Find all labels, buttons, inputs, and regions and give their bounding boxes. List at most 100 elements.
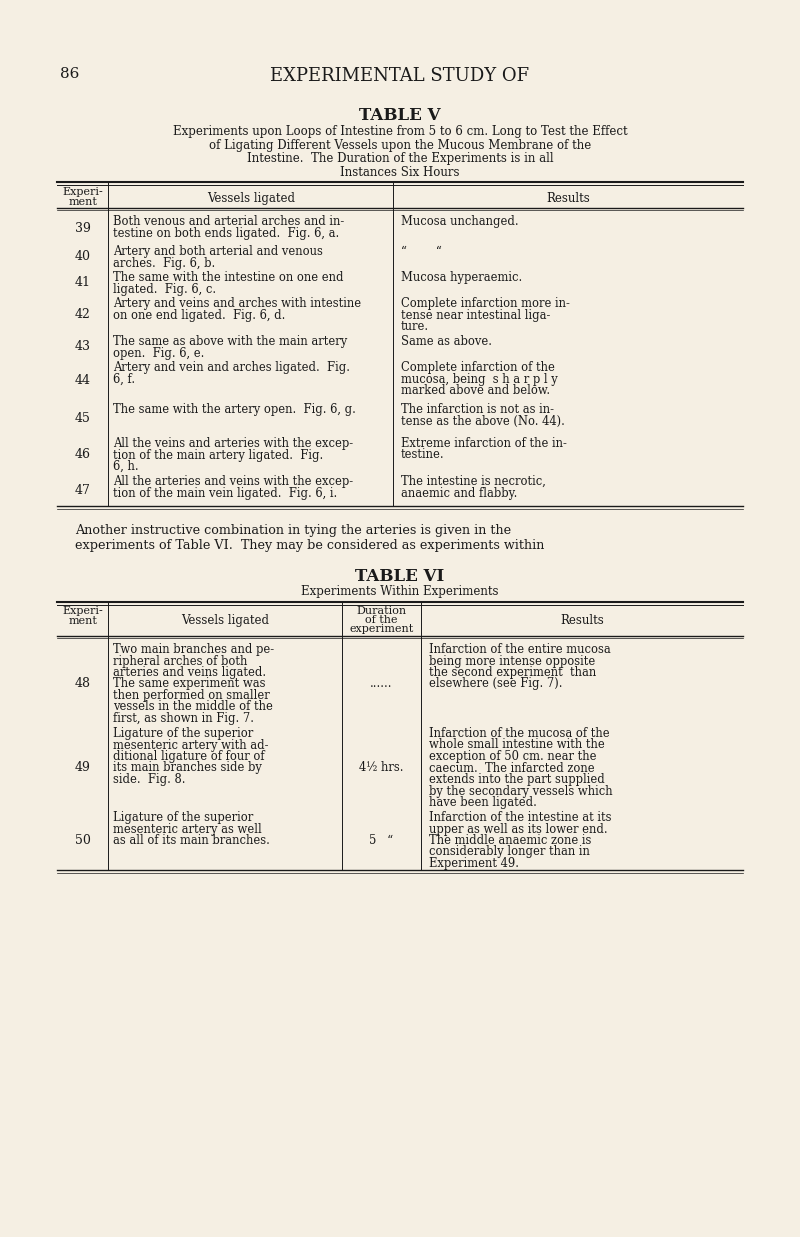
Text: have been ligated.: have been ligated.: [429, 795, 537, 809]
Text: Infarction of the mucosa of the: Infarction of the mucosa of the: [429, 727, 610, 740]
Text: 4½ hrs.: 4½ hrs.: [359, 761, 403, 774]
Text: The middle anaemic zone is: The middle anaemic zone is: [429, 834, 591, 847]
Text: its main branches side by: its main branches side by: [114, 762, 262, 774]
Text: The infarction is not as in-: The infarction is not as in-: [401, 403, 554, 416]
Text: ditional ligature of four of: ditional ligature of four of: [114, 750, 265, 763]
Text: Extreme infarction of the in-: Extreme infarction of the in-: [401, 437, 567, 450]
Text: 49: 49: [74, 761, 90, 774]
Text: Duration: Duration: [356, 606, 406, 616]
Text: 45: 45: [74, 412, 90, 426]
Text: ripheral arches of both: ripheral arches of both: [114, 654, 248, 668]
Text: Complete infarction of the: Complete infarction of the: [401, 361, 555, 374]
Text: ......: ......: [370, 677, 392, 690]
Text: Intestine.  The Duration of the Experiments is in all: Intestine. The Duration of the Experimen…: [246, 152, 554, 165]
Text: of Ligating Different Vessels upon the Mucous Membrane of the: of Ligating Different Vessels upon the M…: [209, 139, 591, 151]
Text: Vessels ligated: Vessels ligated: [206, 192, 294, 205]
Text: by the secondary vessels which: by the secondary vessels which: [429, 784, 612, 798]
Text: TABLE VI: TABLE VI: [355, 568, 445, 585]
Text: Mucosa hyperaemic.: Mucosa hyperaemic.: [401, 271, 522, 285]
Text: 39: 39: [74, 221, 90, 235]
Text: Artery and vein and arches ligated.  Fig.: Artery and vein and arches ligated. Fig.: [114, 361, 350, 374]
Text: 44: 44: [74, 374, 90, 387]
Text: marked above and below.: marked above and below.: [401, 383, 550, 397]
Text: whole small intestine with the: whole small intestine with the: [429, 738, 604, 752]
Text: being more intense opposite: being more intense opposite: [429, 654, 595, 668]
Text: “        “: “ “: [401, 245, 442, 259]
Text: Infarction of the intestine at its: Infarction of the intestine at its: [429, 811, 611, 824]
Text: 86: 86: [60, 67, 79, 80]
Text: Results: Results: [560, 614, 604, 627]
Text: The same with the artery open.  Fig. 6, g.: The same with the artery open. Fig. 6, g…: [114, 403, 356, 416]
Text: Ligature of the superior: Ligature of the superior: [114, 811, 254, 824]
Text: TABLE V: TABLE V: [359, 106, 441, 124]
Text: experiments of Table VI.  They may be considered as experiments within: experiments of Table VI. They may be con…: [75, 539, 544, 552]
Text: testine on both ends ligated.  Fig. 6, a.: testine on both ends ligated. Fig. 6, a.: [114, 226, 340, 240]
Text: 6, f.: 6, f.: [114, 372, 135, 386]
Text: Two main branches and pe-: Two main branches and pe-: [114, 643, 274, 656]
Text: The same experiment was: The same experiment was: [114, 678, 266, 690]
Text: Artery and veins and arches with intestine: Artery and veins and arches with intesti…: [114, 297, 362, 310]
Text: 6, h.: 6, h.: [114, 460, 139, 473]
Text: tion of the main vein ligated.  Fig. 6, i.: tion of the main vein ligated. Fig. 6, i…: [114, 486, 338, 500]
Text: Complete infarction more in-: Complete infarction more in-: [401, 297, 570, 310]
Text: 5   “: 5 “: [369, 834, 393, 847]
Text: 40: 40: [74, 250, 90, 263]
Text: 43: 43: [74, 340, 90, 353]
Text: Both venous and arterial arches and in-: Both venous and arterial arches and in-: [114, 215, 345, 228]
Text: 48: 48: [74, 677, 90, 690]
Text: 42: 42: [74, 308, 90, 320]
Text: 47: 47: [74, 484, 90, 497]
Text: 46: 46: [74, 448, 90, 461]
Text: The intestine is necrotic,: The intestine is necrotic,: [401, 475, 546, 489]
Text: as all of its main branches.: as all of its main branches.: [114, 834, 270, 847]
Text: tense as the above (No. 44).: tense as the above (No. 44).: [401, 414, 565, 428]
Text: tion of the main artery ligated.  Fig.: tion of the main artery ligated. Fig.: [114, 449, 324, 461]
Text: Mucosa unchanged.: Mucosa unchanged.: [401, 215, 518, 228]
Text: the second experiment  than: the second experiment than: [429, 666, 596, 679]
Text: anaemic and flabby.: anaemic and flabby.: [401, 486, 518, 500]
Text: All the arteries and veins with the excep-: All the arteries and veins with the exce…: [114, 475, 354, 489]
Text: 50: 50: [74, 834, 90, 847]
Text: arches.  Fig. 6, b.: arches. Fig. 6, b.: [114, 256, 216, 270]
Text: The same as above with the main artery: The same as above with the main artery: [114, 335, 348, 348]
Text: tense near intestinal liga-: tense near intestinal liga-: [401, 308, 550, 322]
Text: ment: ment: [68, 197, 97, 207]
Text: on one end ligated.  Fig. 6, d.: on one end ligated. Fig. 6, d.: [114, 308, 286, 322]
Text: 41: 41: [74, 276, 90, 289]
Text: extends into the part supplied: extends into the part supplied: [429, 773, 604, 785]
Text: mesenteric artery as well: mesenteric artery as well: [114, 823, 262, 835]
Text: vessels in the middle of the: vessels in the middle of the: [114, 700, 274, 714]
Text: All the veins and arteries with the excep-: All the veins and arteries with the exce…: [114, 437, 354, 450]
Text: testine.: testine.: [401, 449, 445, 461]
Text: open.  Fig. 6, e.: open. Fig. 6, e.: [114, 346, 205, 360]
Text: Experiments Within Experiments: Experiments Within Experiments: [302, 585, 498, 597]
Text: elsewhere (see Fig. 7).: elsewhere (see Fig. 7).: [429, 678, 562, 690]
Text: exception of 50 cm. near the: exception of 50 cm. near the: [429, 750, 596, 763]
Text: Experi-: Experi-: [62, 187, 103, 197]
Text: Vessels ligated: Vessels ligated: [181, 614, 269, 627]
Text: Experiments upon Loops of Intestine from 5 to 6 cm. Long to Test the Effect: Experiments upon Loops of Intestine from…: [173, 125, 627, 139]
Text: Results: Results: [546, 192, 590, 205]
Text: then performed on smaller: then performed on smaller: [114, 689, 270, 703]
Text: ture.: ture.: [401, 320, 430, 333]
Text: Infarction of the entire mucosa: Infarction of the entire mucosa: [429, 643, 610, 656]
Text: first, as shown in Fig. 7.: first, as shown in Fig. 7.: [114, 713, 254, 725]
Text: Ligature of the superior: Ligature of the superior: [114, 727, 254, 740]
Text: The same with the intestine on one end: The same with the intestine on one end: [114, 271, 344, 285]
Text: arteries and veins ligated.: arteries and veins ligated.: [114, 666, 266, 679]
Text: of the: of the: [365, 615, 398, 625]
Text: mesenteric artery with ad-: mesenteric artery with ad-: [114, 738, 269, 752]
Text: Another instructive combination in tying the arteries is given in the: Another instructive combination in tying…: [75, 524, 511, 537]
Text: experiment: experiment: [349, 623, 414, 635]
Text: mucosa, being  s h a r p l y: mucosa, being s h a r p l y: [401, 372, 558, 386]
Text: Experi-: Experi-: [62, 606, 103, 616]
Text: caecum.  The infarcted zone: caecum. The infarcted zone: [429, 762, 594, 774]
Text: Artery and both arterial and venous: Artery and both arterial and venous: [114, 245, 323, 259]
Text: Instances Six Hours: Instances Six Hours: [340, 166, 460, 178]
Text: ment: ment: [68, 616, 97, 626]
Text: upper as well as its lower end.: upper as well as its lower end.: [429, 823, 607, 835]
Text: Same as above.: Same as above.: [401, 335, 492, 348]
Text: EXPERIMENTAL STUDY OF: EXPERIMENTAL STUDY OF: [270, 67, 530, 85]
Text: Experiment 49.: Experiment 49.: [429, 857, 518, 870]
Text: ligated.  Fig. 6, c.: ligated. Fig. 6, c.: [114, 282, 217, 296]
